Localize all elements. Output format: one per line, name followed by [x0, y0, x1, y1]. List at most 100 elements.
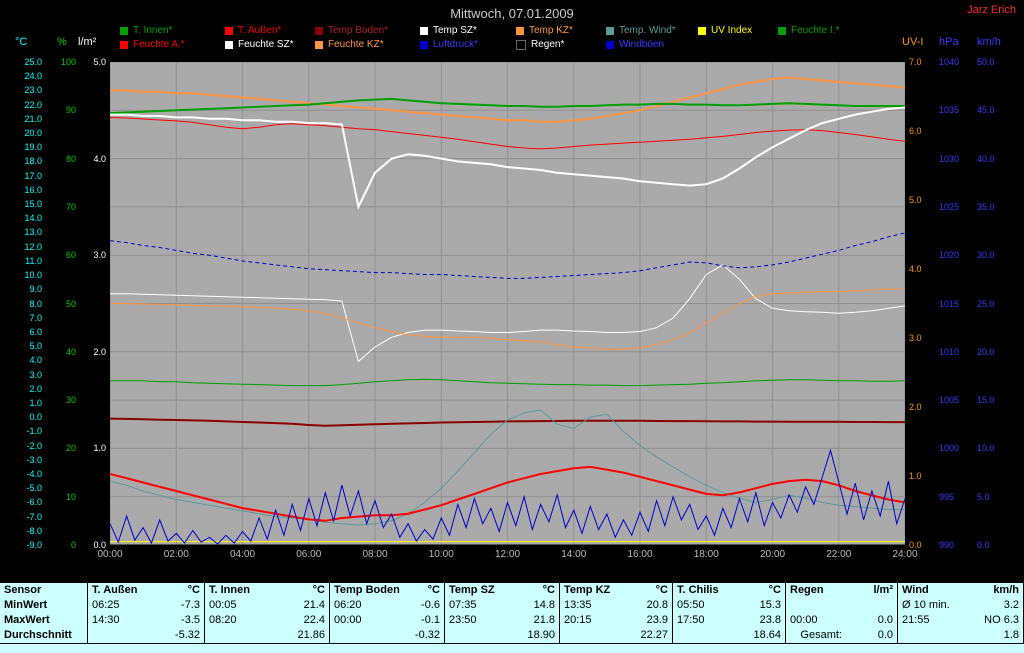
stats-avg-label: Gesamt: — [800, 629, 842, 641]
stats-col-name: T. Innen — [209, 584, 250, 596]
stats-avg-label — [898, 628, 964, 643]
stats-avg-label — [205, 628, 271, 643]
legend-item-temp-kz: Temp KZ* — [516, 25, 573, 36]
legend-swatch-icon — [120, 40, 128, 49]
legend-swatch-icon — [120, 26, 128, 35]
axis-tick-celsius: -2.0 — [26, 440, 42, 451]
stats-min-value: -0.6 — [402, 598, 445, 613]
legend-swatch-icon — [698, 26, 706, 35]
stats-avg-label — [330, 628, 402, 643]
axis-tick-uv: 7.0 — [909, 57, 922, 67]
stats-avg-label — [445, 628, 507, 643]
axis-tick-hpa: 1035 — [939, 105, 960, 116]
stats-min-value: -7.3 — [150, 598, 205, 613]
axis-tick-celsius: 10.0 — [24, 270, 42, 281]
axis-tick-percent: 10 — [65, 491, 76, 502]
axis-tick-celsius: 18.0 — [24, 156, 42, 167]
time-axis-label: 04:00 — [229, 549, 256, 560]
series-feuchte-kz — [110, 288, 905, 350]
chart-title: Mittwoch, 07.01.2009 — [450, 6, 574, 21]
stats-col-unit: °C — [733, 583, 786, 598]
axis-tick-uv: 5.0 — [909, 195, 922, 205]
axis-tick-kmh: 40.0 — [977, 153, 995, 164]
axis-tick-celsius: -1.0 — [26, 426, 42, 437]
stats-col-name: T. Außen — [92, 584, 138, 596]
axis-tick-celsius: 2.0 — [29, 383, 42, 394]
stats-min-value: 21.4 — [271, 598, 330, 613]
series-temp-kz — [110, 76, 906, 123]
stats-max-value: -3.5 — [150, 613, 205, 628]
stats-max-time: 14:30 — [92, 614, 120, 626]
time-axis-label: 02:00 — [163, 549, 189, 560]
stats-max-time: 23:50 — [449, 614, 477, 626]
axis-title-uv: UV-I — [902, 36, 924, 48]
axis-tick-percent: 100 — [60, 57, 76, 67]
axis-tick-kmh: 50.0 — [977, 57, 995, 67]
axis-tick-celsius: 8.0 — [29, 298, 42, 309]
legend-swatch-icon — [420, 26, 428, 35]
time-axis-label: 22:00 — [826, 549, 852, 560]
stats-max-value: 21.8 — [507, 613, 560, 628]
station-owner-label: Jarz Erich — [967, 4, 1016, 16]
axis-tick-hpa: 1005 — [939, 395, 960, 406]
stats-col-name: T. Chilis — [677, 584, 719, 596]
legend-label: Windböen — [619, 39, 665, 50]
stats-min-time: 05:50 — [677, 599, 705, 611]
series-temp-wind — [109, 409, 905, 526]
axis-tick-celsius: 22.0 — [24, 99, 42, 110]
axis-tick-celsius: 19.0 — [24, 142, 42, 153]
axis-tick-kmh: 5.0 — [977, 491, 990, 502]
stats-max-time: 00:00 — [334, 614, 362, 626]
axis-tick-percent: 60 — [65, 250, 76, 261]
axis-tick-percent: 40 — [65, 346, 76, 357]
axis-title-percent: % — [57, 36, 67, 48]
time-axis-label: 12:00 — [494, 549, 521, 560]
legend-item-uv-index: UV Index — [698, 25, 752, 36]
series-feuchte-i — [110, 378, 906, 387]
axis-tick-kmh: 0.0 — [977, 540, 990, 550]
stats-min-time: Ø 10 min. — [902, 599, 950, 611]
stats-min-value — [846, 598, 898, 613]
legend-swatch-icon — [225, 40, 233, 49]
axis-tick-percent: 30 — [65, 395, 76, 406]
axis-tick-celsius: 5.0 — [29, 341, 42, 352]
stats-row-label-max: MaxWert — [0, 613, 88, 628]
axis-tick-celsius: 13.0 — [24, 227, 42, 238]
axis-tick-celsius: 21.0 — [24, 113, 42, 124]
axis-tick-hpa: 995 — [939, 491, 955, 502]
stats-avg-value: 18.90 — [507, 628, 560, 643]
stats-col-unit: km/h — [964, 583, 1024, 598]
series-feuchte-a — [109, 117, 906, 150]
stats-max-value: 22.4 — [271, 613, 330, 628]
axis-tick-percent: 70 — [65, 201, 76, 212]
stats-min-time — [786, 598, 846, 613]
axis-tick-lm2: 4.0 — [93, 153, 106, 164]
axis-tick-celsius: 16.0 — [24, 184, 42, 195]
stats-min-time: 06:25 — [92, 599, 120, 611]
axis-title-kmh: km/h — [977, 36, 1001, 48]
legend-label: Temp KZ* — [529, 25, 573, 36]
stats-col-name: Regen — [790, 584, 824, 596]
axis-tick-lm2: 5.0 — [93, 57, 106, 67]
chart-canvas — [109, 61, 906, 546]
legend-label: Feuchte I.* — [791, 25, 840, 36]
legend-label: Temp SZ* — [433, 25, 477, 36]
stats-avg-value: -5.32 — [150, 628, 205, 643]
time-axis-label: 16:00 — [627, 549, 653, 560]
axis-tick-celsius: 14.0 — [24, 213, 42, 224]
legend-label: Feuchte KZ* — [328, 39, 384, 50]
axis-tick-percent: 80 — [65, 153, 76, 164]
axis-tick-celsius: -5.0 — [26, 483, 42, 494]
legend-label: T. Innen* — [133, 25, 173, 36]
legend-item-feuchte-i: Feuchte I.* — [778, 25, 839, 36]
axis-tick-hpa: 1000 — [939, 443, 960, 454]
stats-min-value: 15.3 — [733, 598, 786, 613]
legend-item-windboeen: Windböen — [606, 39, 664, 50]
series-feuchte-sz — [110, 264, 906, 363]
stats-row-label-min: MinWert — [0, 598, 88, 613]
stats-avg-label — [88, 628, 150, 643]
axis-tick-celsius: 7.0 — [29, 312, 42, 323]
axis-tick-kmh: 10.0 — [977, 443, 995, 454]
axis-title-lm2: l/m² — [78, 36, 97, 48]
legend-item-feuchte-a: Feuchte A.* — [120, 39, 185, 50]
